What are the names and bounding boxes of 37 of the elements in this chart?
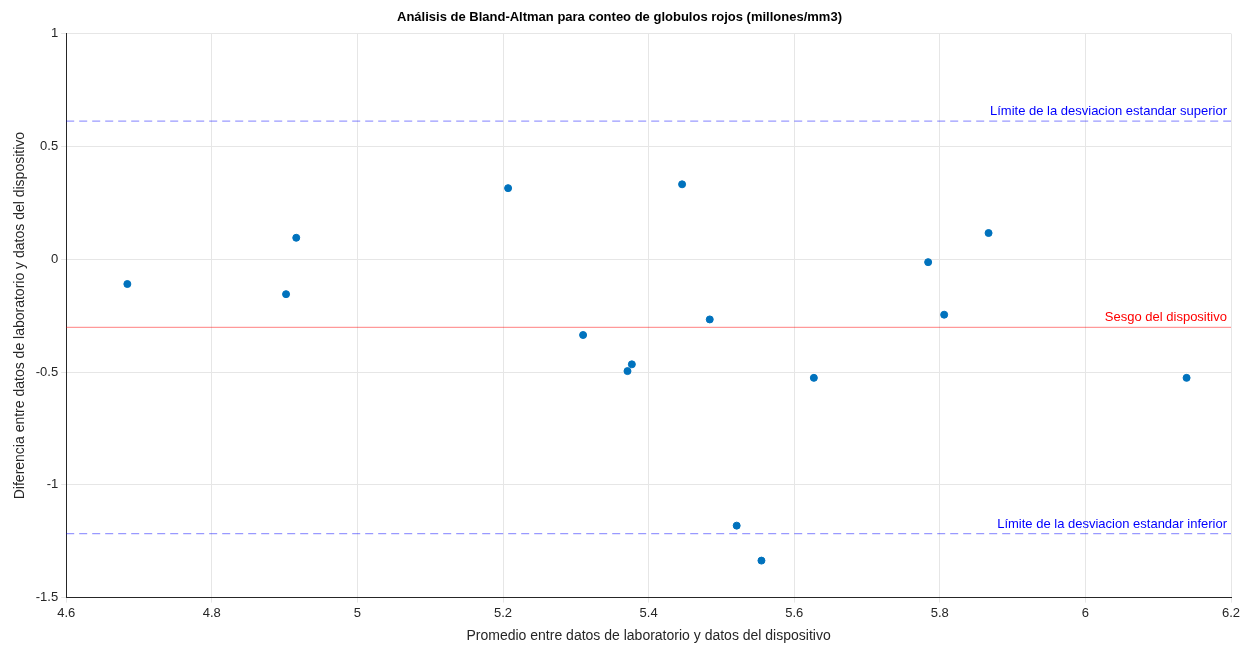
x-tick-label: 4.6 <box>57 604 76 620</box>
x-tick-label: 5 <box>353 604 362 620</box>
y-tick-label: -1 <box>46 476 59 492</box>
y-tick-label: 1 <box>50 25 59 41</box>
x-tick-label: 5.6 <box>785 604 804 620</box>
y-tick-label: -1.5 <box>35 589 59 605</box>
x-tick-label: 4.8 <box>202 604 221 620</box>
x-tick-label: 6.2 <box>1221 604 1241 620</box>
ref-line-label: Sesgo del dispositivo <box>1104 309 1227 325</box>
point <box>732 521 741 530</box>
y-tick-label: 0 <box>50 250 59 266</box>
point <box>924 258 933 267</box>
x-tick-label: 5.4 <box>639 604 658 620</box>
point <box>282 290 291 299</box>
point <box>940 310 949 319</box>
point <box>579 331 588 339</box>
point <box>1182 373 1191 382</box>
point <box>123 280 132 289</box>
point <box>809 373 818 382</box>
point <box>623 367 632 376</box>
point <box>292 233 301 242</box>
y-axis-title: Diferencia entre datos de laboratorio y datos del dispositivo <box>11 131 28 500</box>
point <box>757 556 766 565</box>
point <box>627 360 636 369</box>
point <box>504 184 513 193</box>
x-tick-label: 5.8 <box>930 604 949 620</box>
ref-line-label: Límite de la desviacion estandar superior <box>989 103 1228 119</box>
point <box>678 180 687 189</box>
chart-title: Análisis de Bland-Altman para conteo de globulos rojos (millones/mm3) <box>397 9 842 25</box>
x-axis-title: Promedio entre datos de laboratorio y datos del dispositivo <box>466 627 831 644</box>
x-tick-label: 6 <box>1081 604 1090 620</box>
x-tick-label: 5.2 <box>493 604 513 620</box>
ref-line-label: Límite de la desviacion estandar inferior <box>997 515 1228 531</box>
point <box>705 315 714 324</box>
y-tick-label: -0.5 <box>35 363 59 379</box>
y-tick-label: 0.5 <box>40 137 59 153</box>
point <box>984 229 993 238</box>
